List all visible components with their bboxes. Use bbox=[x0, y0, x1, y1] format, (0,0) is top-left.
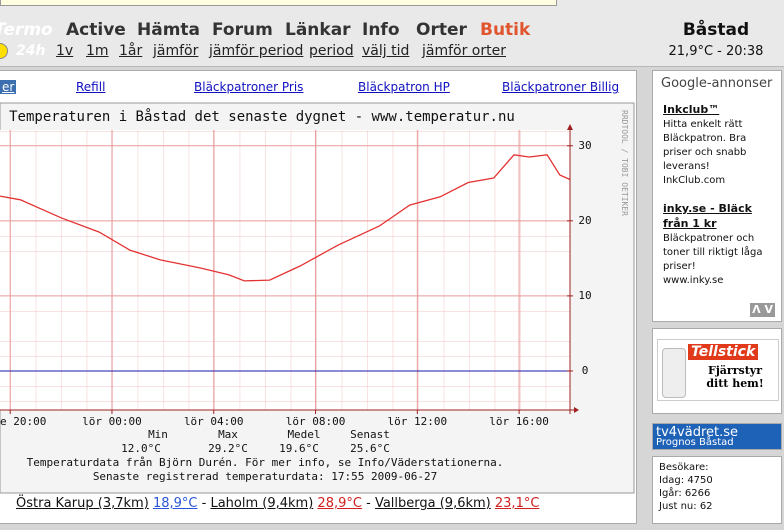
y-tick-label: 20 bbox=[578, 214, 591, 227]
nav-item[interactable]: Forum bbox=[212, 20, 273, 40]
nearby-stations: Östra Karup (3,7km) 18,9°C - Laholm (9,4… bbox=[16, 496, 539, 511]
ad-line: priser och snabb bbox=[663, 147, 747, 158]
tellstick-brand: Tellstick bbox=[688, 344, 759, 360]
station-temp[interactable]: 23,1°C bbox=[494, 496, 540, 511]
stat-header: Senast bbox=[350, 428, 390, 441]
station-name[interactable]: Östra Karup (3,7km) bbox=[16, 496, 149, 511]
separator: - bbox=[201, 496, 207, 511]
subnav-item[interactable]: 1år bbox=[119, 43, 143, 59]
temperature-line bbox=[0, 154, 571, 282]
ad-line: Hitta enkelt rätt bbox=[663, 119, 743, 130]
stat-value: 25.6°C bbox=[350, 442, 390, 455]
visitors-line: Idag: 4750 bbox=[659, 475, 713, 486]
station-name[interactable]: Vallberga (9,6km) bbox=[374, 496, 491, 511]
tv4-text[interactable]: Prognos Båstad bbox=[656, 437, 734, 448]
ticks: e 20:00 lör 00:00 lör 04:00 lör 08:00 lör 12… bbox=[0, 139, 592, 428]
nav-item[interactable]: Info bbox=[362, 20, 400, 40]
separator: - bbox=[366, 496, 371, 511]
ad-link[interactable]: Bläckpatron HP bbox=[358, 80, 450, 94]
nav-item[interactable]: Orter bbox=[416, 20, 467, 40]
minor-grid bbox=[0, 130, 570, 410]
x-tick-label: lör 00:00 bbox=[82, 415, 142, 428]
ad-url[interactable]: InkClub.com bbox=[663, 175, 726, 186]
nav-item[interactable]: Butik bbox=[480, 20, 531, 40]
y-axis-arrow bbox=[567, 124, 573, 130]
y-tick-label: 0 bbox=[582, 364, 589, 377]
city: Båstad bbox=[682, 20, 750, 40]
subnav-item[interactable]: 1m bbox=[86, 43, 109, 59]
subnav-item[interactable]: jämför bbox=[153, 43, 199, 59]
ad-line: toner till riktigt låga bbox=[663, 247, 763, 258]
x-tick-label: lör 04:00 bbox=[184, 415, 244, 428]
subnav-item[interactable]: jämför period bbox=[209, 43, 304, 59]
stat-value: 12.0°C bbox=[121, 442, 161, 455]
chart-title: Temperaturen i Båstad det senaste dygnet… bbox=[9, 108, 515, 125]
google-label: Google-annonser bbox=[661, 76, 773, 91]
current-temp: 21,9°C - 20:38 bbox=[668, 44, 764, 59]
chart: Temperaturen i Båstad det senaste dygnet… bbox=[0, 102, 635, 494]
google-ads: Google-annonser Inkclub™ Hitta enkelt rä… bbox=[652, 70, 782, 322]
visitors-line: Igår: 6266 bbox=[659, 488, 711, 499]
ad-link[interactable]: Bläckpatroner Pris bbox=[194, 80, 304, 94]
tellstick-ad[interactable]: Tellstick Fjärrstyr ditt hem! bbox=[657, 339, 779, 401]
ad-arrows[interactable]: Λ V bbox=[750, 303, 775, 317]
subnav-item[interactable]: välj tid bbox=[362, 43, 410, 59]
x-tick-label: lör 08:00 bbox=[286, 415, 346, 428]
subnav-item[interactable]: period bbox=[309, 43, 354, 59]
nav-item[interactable]: Active bbox=[66, 20, 126, 40]
period-current[interactable]: 24h bbox=[16, 43, 46, 59]
tellstick-box[interactable]: Tellstick Fjärrstyr ditt hem! bbox=[652, 328, 782, 414]
tv4-box[interactable]: tv4vädret.se Prognos Båstad bbox=[652, 423, 782, 450]
station-name[interactable]: Laholm (9,4km) bbox=[210, 496, 314, 511]
grid bbox=[0, 130, 570, 410]
tellstick-text: Fjärrstyr ditt hem! bbox=[706, 364, 764, 390]
x-tick-label: lör 16:00 bbox=[489, 415, 549, 428]
top-strip bbox=[0, 0, 557, 6]
x-axis-arrow bbox=[574, 407, 579, 413]
ad-title[interactable]: inky.se - Bläck från 1 kr bbox=[663, 202, 752, 230]
x-tick-label: e 20:00 bbox=[0, 415, 46, 428]
x-tick-label: lör 12:00 bbox=[388, 415, 448, 428]
ad[interactable]: inky.se - Bläck från 1 kr Bläckpatroner … bbox=[663, 202, 771, 288]
ad-line: Bläckpatroner och bbox=[663, 233, 755, 244]
ad-url[interactable]: www.inky.se bbox=[663, 275, 724, 286]
ad[interactable]: Inkclub™ Hitta enkelt rätt Bläckpatron. … bbox=[663, 103, 771, 188]
ad-link[interactable]: Bläckpatroner Billig bbox=[502, 80, 620, 94]
usb-icon bbox=[662, 348, 686, 398]
top-bar bbox=[0, 0, 784, 67]
ad-link[interactable]: er bbox=[0, 80, 17, 94]
stat-value: 19.6°C bbox=[279, 442, 319, 455]
y-tick-label: 30 bbox=[578, 139, 591, 152]
stat-latest: Senaste registrerad temperaturdata: 17:5… bbox=[93, 470, 437, 483]
ad-line: priser! bbox=[663, 261, 696, 272]
ad-title[interactable]: Inkclub™ bbox=[663, 103, 720, 116]
stat-value: 29.2°C bbox=[208, 442, 248, 455]
stat-header: Max bbox=[218, 428, 238, 441]
logo[interactable]: Termo bbox=[0, 20, 53, 40]
subnav-item[interactable]: jämför orter bbox=[422, 43, 506, 59]
station-temp[interactable]: 28,9°C bbox=[317, 496, 362, 511]
station-temp[interactable]: 18,9°C bbox=[152, 496, 198, 511]
nav-item[interactable]: Hämta bbox=[137, 20, 201, 40]
subnav-item[interactable]: 1v bbox=[56, 43, 74, 59]
stat-header: Medel bbox=[287, 428, 320, 441]
stat-source: Temperaturdata från Björn Durén. För mer… bbox=[27, 456, 504, 469]
series bbox=[0, 154, 571, 282]
tv4-brand[interactable]: tv4vädret.se bbox=[656, 425, 739, 440]
visitors-title: Besökare: bbox=[659, 462, 709, 473]
ad-link[interactable]: Refill bbox=[76, 80, 106, 94]
visitors: Besökare: Idag: 4750 Igår: 6266 Just nu:… bbox=[659, 461, 775, 513]
y-tick-label: 10 bbox=[578, 289, 591, 302]
visitors-line: Just nu: 62 bbox=[659, 501, 713, 512]
visitors-box: Besökare: Idag: 4750 Igår: 6266 Just nu:… bbox=[652, 456, 782, 524]
nav-item[interactable]: Länkar bbox=[285, 20, 351, 40]
stat-header: Min bbox=[148, 428, 168, 441]
watermark: RRDTOOL / TOBI OETIKER bbox=[620, 110, 629, 216]
ad-line: leverans! bbox=[663, 161, 710, 172]
ad-line: Bläckpatron. Bra bbox=[663, 133, 747, 144]
